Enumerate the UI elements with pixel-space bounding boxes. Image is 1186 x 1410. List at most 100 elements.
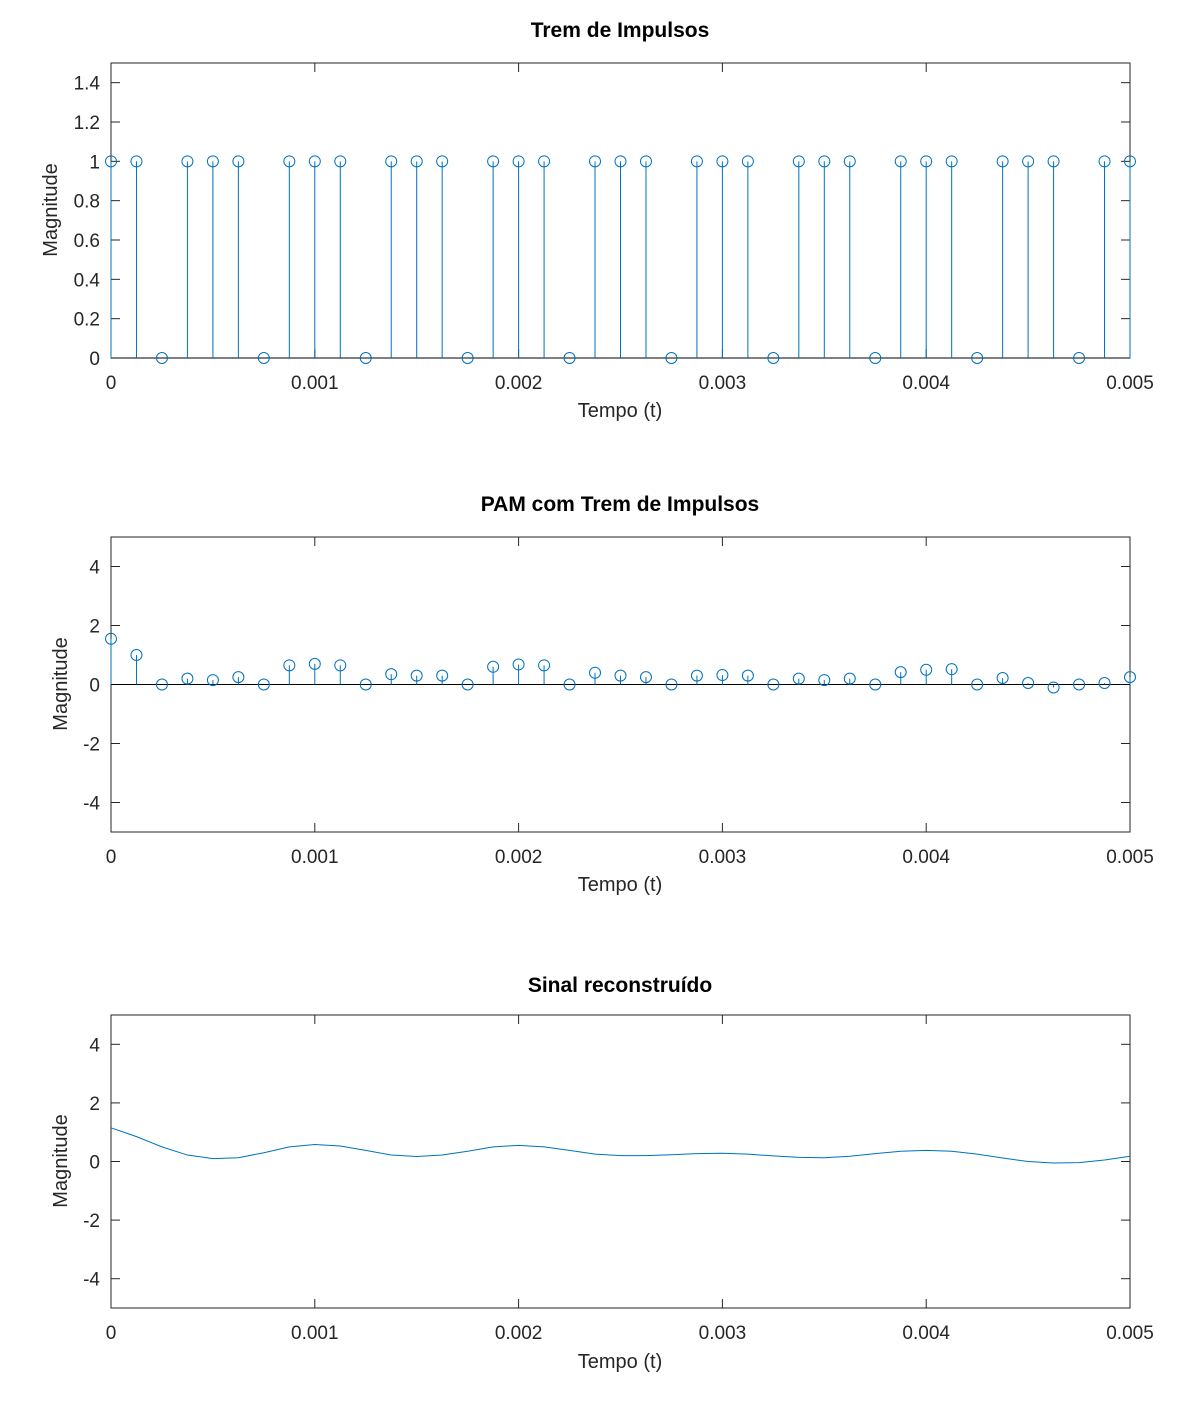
stem-marker	[1098, 155, 1111, 168]
y-tick-label: -4	[83, 794, 100, 815]
stem-marker	[130, 649, 143, 661]
stem-marker	[1073, 678, 1086, 691]
stem-marker	[257, 678, 270, 691]
stem-marker	[1124, 155, 1136, 168]
stem-marker	[639, 155, 652, 168]
stem-marker	[971, 678, 984, 691]
stem-marker	[639, 671, 652, 684]
stem-marker	[614, 155, 627, 168]
chart-title: Trem de Impulsos	[531, 19, 710, 42]
y-tick-label: 2	[89, 617, 100, 638]
stem-marker	[461, 352, 474, 364]
stem-marker	[283, 659, 296, 672]
stem-marker	[589, 155, 602, 168]
stem-marker	[767, 352, 780, 364]
stem-marker	[1047, 155, 1060, 168]
x-tick-label: 0.005	[1106, 1323, 1154, 1344]
x-tick-label: 0.005	[1106, 373, 1154, 394]
stem-marker	[461, 678, 474, 691]
x-axis-label: Tempo (t)	[578, 400, 662, 422]
stem-marker	[945, 663, 958, 676]
stem-marker	[206, 674, 219, 687]
stem-marker	[665, 352, 678, 364]
data-marks	[105, 632, 1136, 694]
stem-marker	[1098, 677, 1111, 690]
x-axis-label: Tempo (t)	[578, 874, 662, 896]
stem-marker	[385, 668, 398, 681]
y-tick-label: 2	[89, 1094, 100, 1115]
x-tick-label: 0.003	[699, 847, 747, 868]
x-tick-label: 0.004	[902, 373, 950, 394]
x-tick-label: 0.001	[291, 1323, 339, 1344]
x-tick-label: 0.004	[902, 1323, 950, 1344]
stem-marker	[869, 352, 882, 364]
stem-marker	[741, 155, 754, 168]
subplot-pam-com-trem-de-impulsos: PAM com Trem de Impulsos Tempo (t) Magni…	[50, 493, 1154, 896]
stem-marker	[308, 155, 321, 168]
y-ticks: 0 0.2 0.4 0.6 0.8 1 1.2 1.4	[74, 74, 1130, 370]
stem-marker	[206, 155, 219, 168]
stem-marker	[538, 659, 551, 672]
y-tick-label: 0	[89, 676, 100, 697]
y-tick-label: -2	[83, 1211, 100, 1232]
x-ticks: 0 0.001 0.002 0.003 0.004 0.005	[106, 537, 1154, 868]
stem-marker	[818, 155, 831, 168]
stem-marker	[690, 669, 703, 682]
series-line	[110, 1127, 1131, 1164]
stem-marker	[869, 678, 882, 691]
y-tick-label: 0	[89, 349, 100, 370]
stem-marker	[792, 155, 805, 168]
stem-marker	[232, 155, 245, 168]
stem-marker	[512, 155, 525, 168]
y-tick-label: 1	[89, 152, 100, 173]
stem-marker	[410, 155, 423, 168]
y-tick-label: -2	[83, 735, 100, 756]
stem-marker	[334, 155, 347, 168]
y-ticks: -4 -2 0 2 4	[83, 558, 1130, 815]
axes-frame	[110, 1014, 1131, 1309]
stem-marker	[767, 678, 780, 691]
stem-marker	[894, 155, 907, 168]
stem-marker	[1073, 352, 1086, 364]
stem-marker	[996, 155, 1009, 168]
stem-marker	[818, 674, 831, 687]
stem-marker	[1047, 681, 1060, 694]
x-tick-label: 0.003	[699, 373, 747, 394]
stem-marker	[716, 669, 729, 682]
stem-marker	[996, 672, 1009, 685]
stem-marker	[614, 669, 627, 682]
stem-marker	[563, 352, 576, 364]
y-tick-label: 0.8	[74, 192, 100, 213]
stem-marker	[487, 660, 500, 673]
subplot-sinal-reconstruido: Sinal reconstruído Tempo (t) Magnitude 0…	[50, 974, 1154, 1373]
stem-marker	[232, 671, 245, 684]
stem-marker	[436, 669, 449, 682]
x-ticks: 0 0.001 0.002 0.003 0.004 0.005	[106, 1015, 1154, 1344]
x-tick-label: 0.002	[495, 1323, 543, 1344]
stem-marker	[385, 155, 398, 168]
y-axis-label: Magnitude	[40, 163, 62, 256]
stem-marker	[563, 678, 576, 691]
y-tick-label: 4	[89, 1035, 100, 1056]
x-tick-label: 0	[106, 373, 117, 394]
stem-marker	[283, 155, 296, 168]
y-axis-label: Magnitude	[50, 1114, 72, 1207]
stem-marker	[894, 666, 907, 679]
y-tick-label: 1.4	[74, 74, 101, 95]
stem-marker	[105, 632, 117, 645]
x-tick-label: 0.003	[699, 1323, 747, 1344]
x-tick-label: 0.001	[291, 847, 339, 868]
stem-marker	[945, 155, 958, 168]
y-tick-label: 0.4	[74, 270, 101, 291]
y-tick-label: 0.6	[74, 231, 100, 252]
stem-marker	[920, 155, 933, 168]
stem-marker	[181, 155, 194, 168]
x-tick-label: 0.002	[495, 847, 543, 868]
y-tick-label: -4	[83, 1270, 100, 1291]
x-tick-label: 0.001	[291, 373, 339, 394]
stem-marker	[487, 155, 500, 168]
stem-marker	[410, 669, 423, 682]
stem-marker	[716, 155, 729, 168]
stem-marker	[920, 663, 933, 676]
data-marks	[110, 1127, 1131, 1164]
